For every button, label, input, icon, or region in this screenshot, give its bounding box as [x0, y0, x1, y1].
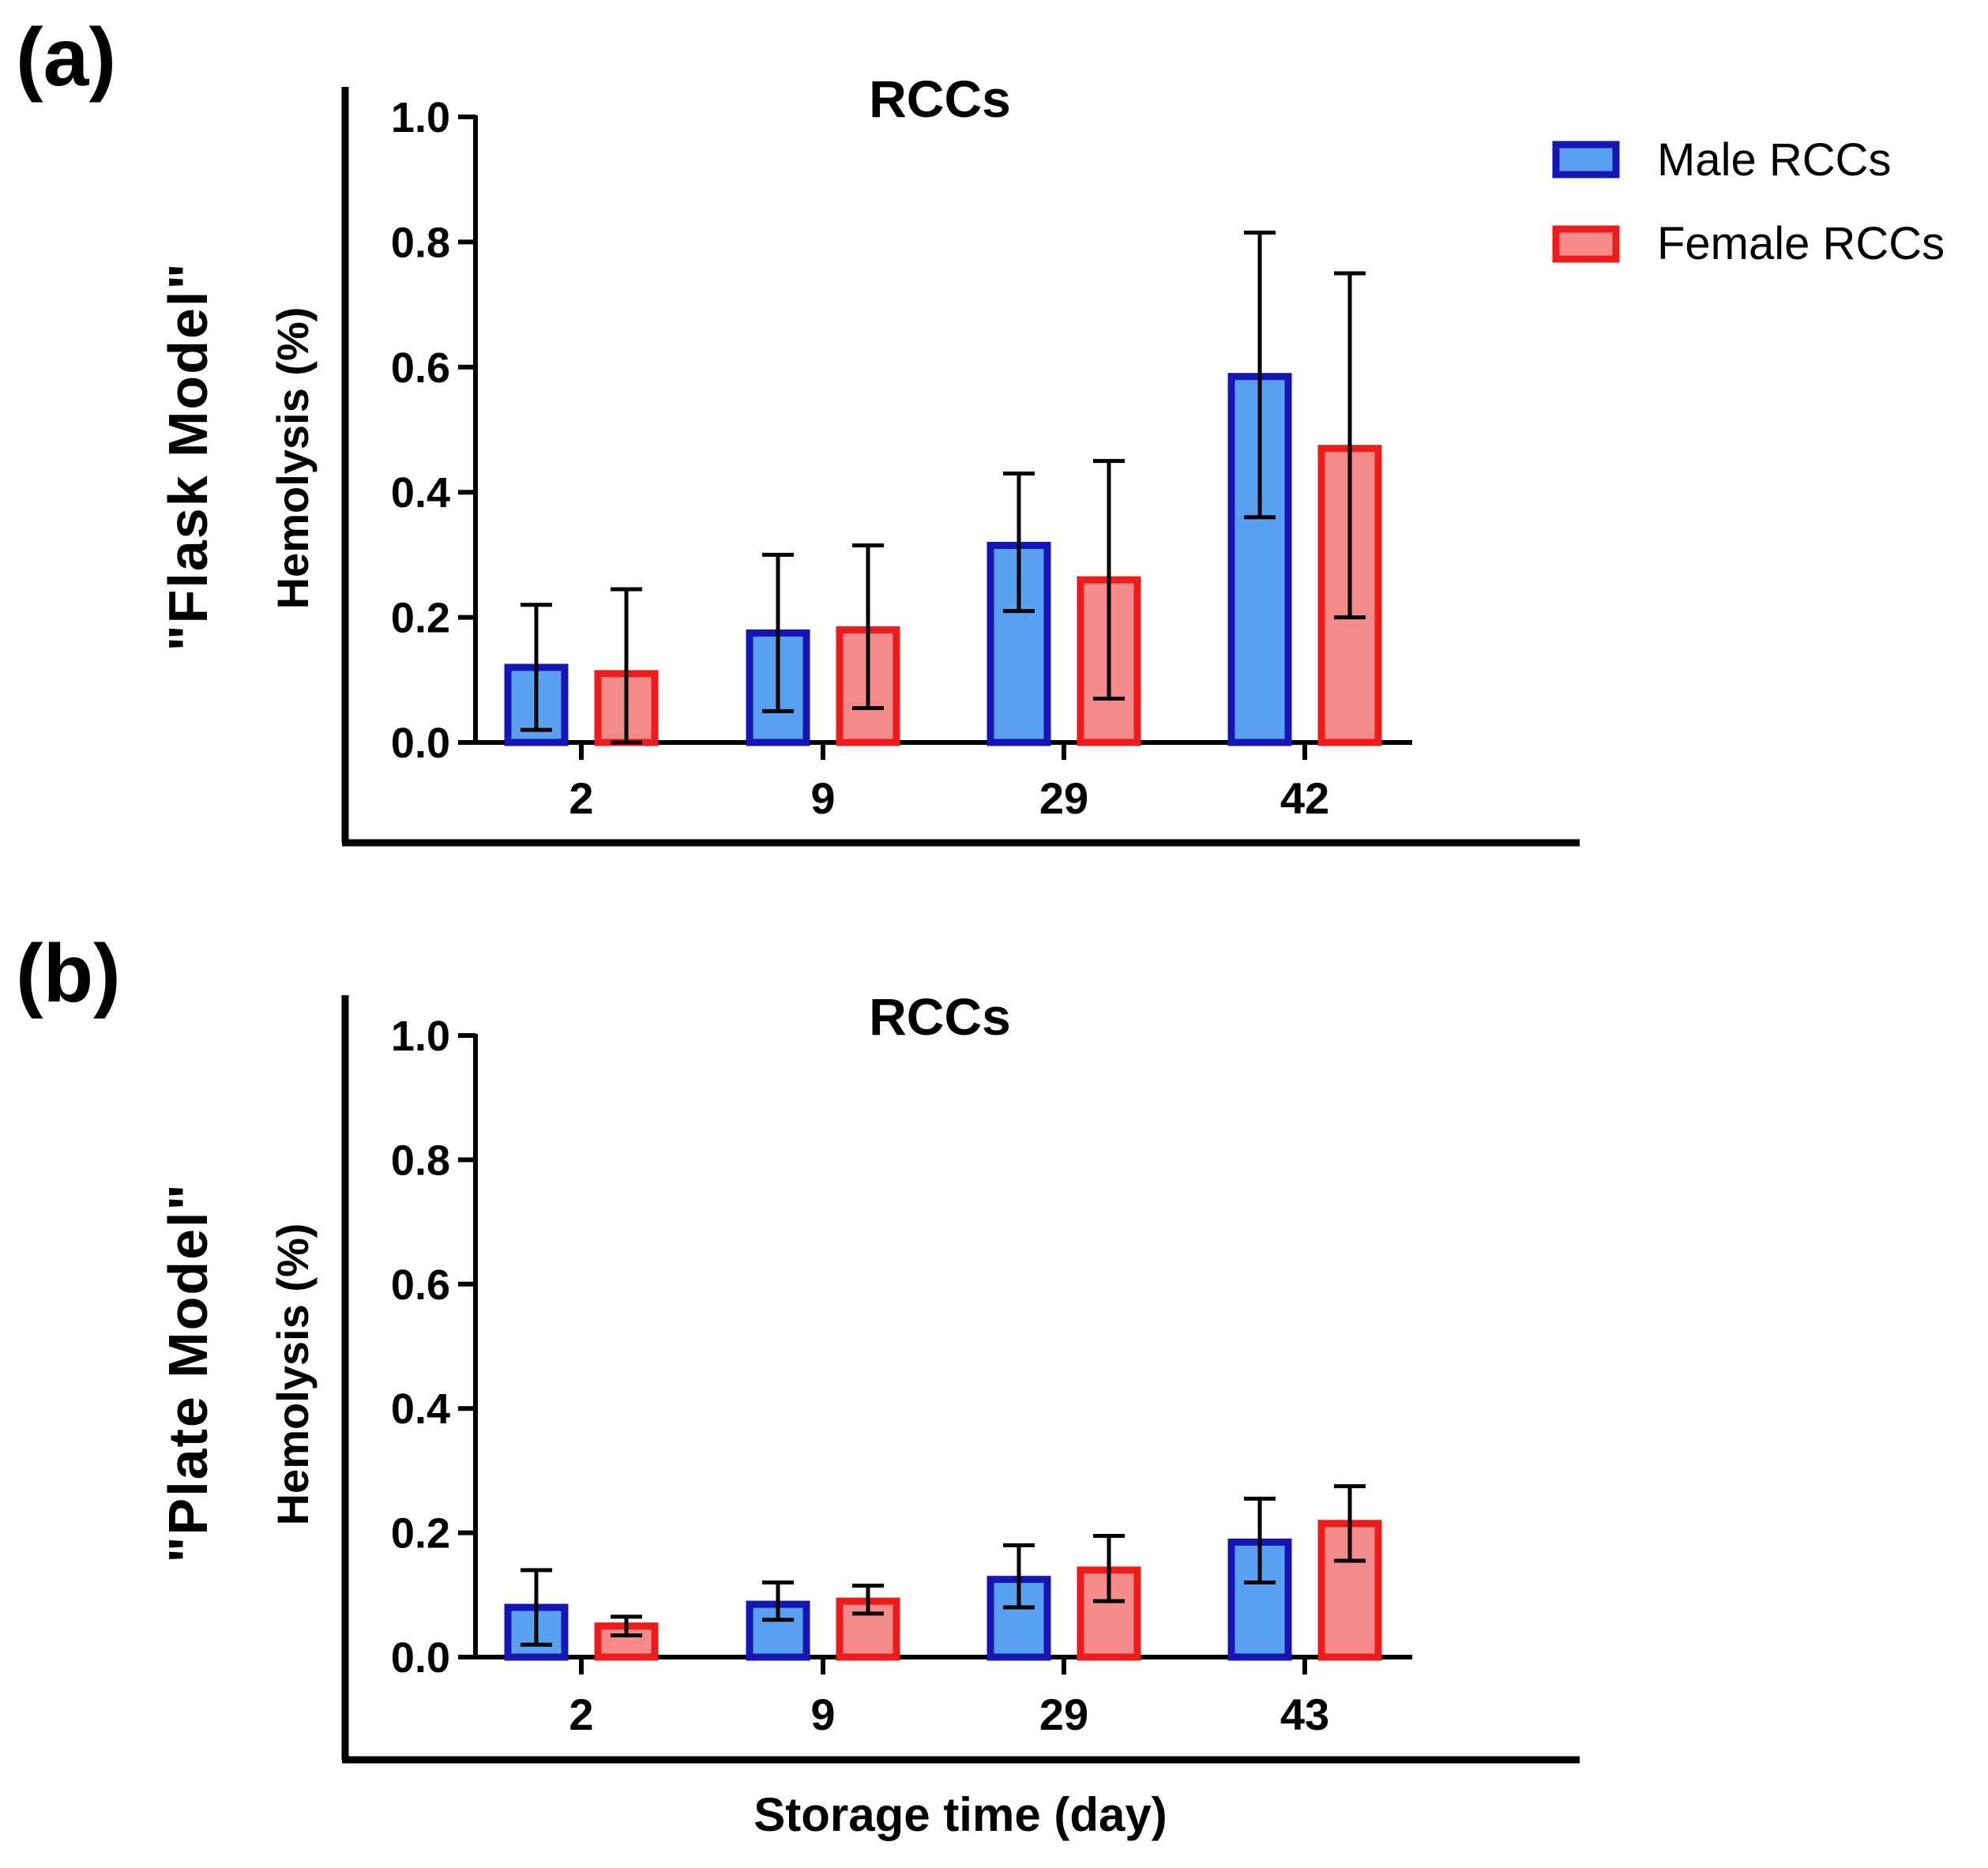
panel-a-ytick-label: 1.0 — [391, 94, 450, 141]
panel-a-ytick-label: 0.4 — [391, 469, 450, 517]
panel-b-plot: 0.00.20.40.60.81.02 9 29 43 — [341, 995, 1580, 1764]
panel-a-ylabel: Hemolysis (%) — [268, 307, 318, 610]
panel-b-ytick-label: 0.0 — [391, 1634, 450, 1682]
panel-a-ytick-label: 0.0 — [391, 720, 450, 767]
legend-swatch-female — [1552, 225, 1620, 263]
panel-a-ytick-label: 0.2 — [391, 595, 450, 642]
panel-b-ytick-label: 0.6 — [391, 1261, 450, 1309]
legend-label-female: Female RCCs — [1657, 218, 1945, 269]
panel-a-xtick-label: 29 — [1039, 773, 1088, 823]
panel-a-label: (a) — [16, 12, 116, 103]
legend-label-male: Male RCCs — [1657, 134, 1892, 186]
panel-a-title: RCCs — [869, 70, 1011, 128]
panel-b-ylabel: Hemolysis (%) — [268, 1223, 318, 1526]
panel-a-model-label: "Flask Model" — [157, 261, 219, 651]
x-axis-label: Storage time (day) — [753, 1788, 1167, 1841]
panel-a-ytick-label: 0.6 — [391, 344, 450, 392]
panel-b-title: RCCs — [869, 987, 1011, 1046]
panel-b-xtick-label: 43 — [1280, 1689, 1329, 1739]
panel-a-xtick-label: 9 — [810, 773, 835, 823]
panel-a-xtick-label: 2 — [569, 773, 593, 823]
panel-b-model-label: "Plate Model" — [157, 1182, 219, 1562]
panel-b-xtick-label: 29 — [1039, 1689, 1088, 1739]
panel-a-xtick-label: 42 — [1280, 773, 1329, 823]
panel-b-xtick-label: 9 — [810, 1689, 835, 1739]
panel-b-ytick-label: 0.4 — [391, 1385, 450, 1433]
legend: Male RCCs Female RCCs — [1552, 134, 1945, 269]
panel-b-ytick-label: 0.8 — [391, 1137, 450, 1184]
panel-b-ytick-label: 1.0 — [391, 1013, 450, 1060]
panel-b-ytick-label: 0.2 — [391, 1510, 450, 1558]
panel-b-xtick-label: 2 — [569, 1689, 593, 1739]
panel-b-label: (b) — [16, 928, 121, 1020]
panel-a-ytick-label: 0.8 — [391, 219, 450, 266]
panel-a-plot: 0.00.20.40.60.81.02 9 29 42 — [341, 87, 1580, 847]
legend-swatch-male — [1552, 141, 1620, 179]
